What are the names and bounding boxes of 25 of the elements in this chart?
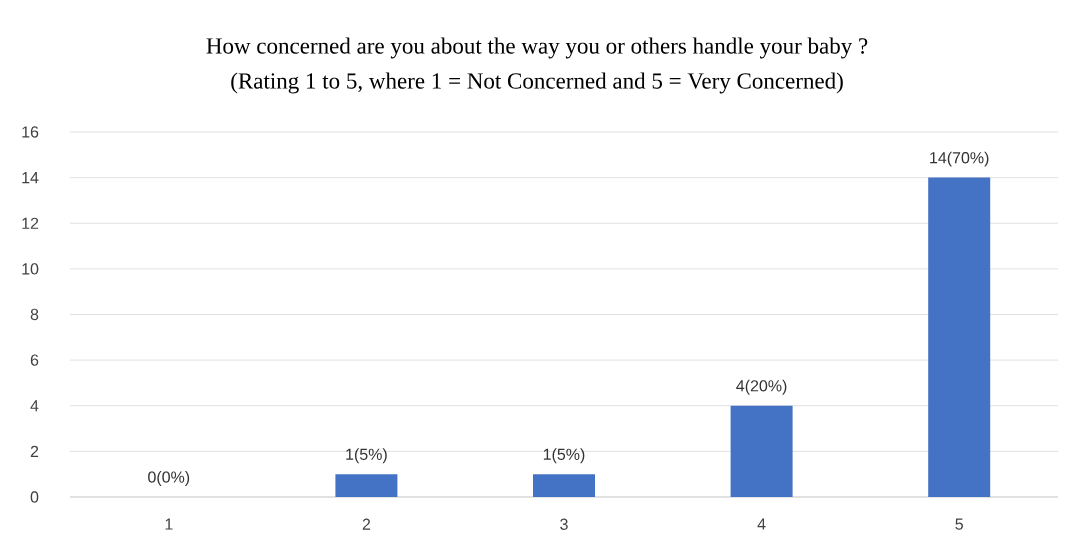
data-label: 1(5%) bbox=[346, 448, 387, 464]
data-label: 1(5%) bbox=[543, 448, 585, 464]
y-tick-label: 14 bbox=[22, 172, 39, 184]
x-tick-label: 2 bbox=[362, 518, 371, 530]
y-tick-label: 6 bbox=[30, 354, 39, 366]
chart-title: How concerned are you about the way you or others handle your baby ? bbox=[206, 37, 868, 59]
bar bbox=[928, 177, 991, 497]
bar bbox=[730, 405, 793, 497]
data-label: 0(0%) bbox=[148, 471, 190, 486]
data-label: 14(70%) bbox=[930, 151, 989, 167]
y-tick-label: 12 bbox=[22, 217, 39, 229]
y-tick-label: 10 bbox=[22, 263, 39, 275]
x-tick-label: 4 bbox=[757, 518, 766, 530]
x-tick-label: 5 bbox=[955, 518, 963, 530]
y-tick-label: 2 bbox=[30, 445, 39, 457]
chart-subtitle: (Rating 1 to 5, where 1 = Not Concerned and 5 = Very Concerned) bbox=[231, 72, 843, 94]
y-tick-label: 0 bbox=[30, 491, 39, 503]
bar bbox=[533, 474, 596, 497]
y-tick-label: 8 bbox=[30, 308, 39, 321]
x-tick-label: 3 bbox=[560, 518, 568, 530]
y-tick-label: 16 bbox=[22, 126, 39, 138]
data-label: 4(20%) bbox=[736, 379, 787, 395]
x-tick-label: 1 bbox=[165, 518, 173, 530]
bar bbox=[335, 474, 398, 497]
y-tick-label: 4 bbox=[30, 400, 39, 412]
